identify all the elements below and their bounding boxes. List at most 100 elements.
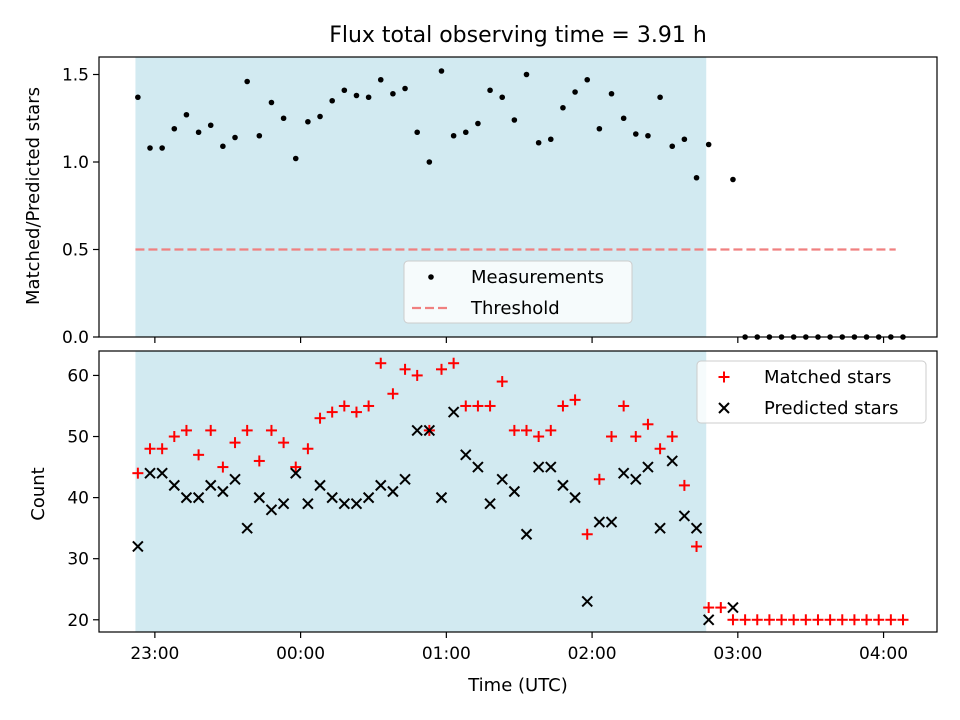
x-b [253, 491, 266, 504]
x-b [399, 473, 411, 485]
data-point [511, 117, 518, 123]
data-point [885, 614, 897, 626]
data-point [193, 449, 205, 461]
y-tick-label: 20 [67, 611, 89, 631]
data-point [800, 614, 812, 626]
data-point [450, 132, 457, 139]
data-point [256, 132, 263, 139]
axes-frame-ratio [98, 56, 938, 338]
data-point [715, 602, 727, 614]
data-point [241, 424, 253, 436]
data-point [581, 528, 593, 540]
data-point [207, 122, 214, 129]
data-point [277, 498, 290, 510]
data-point [426, 159, 433, 165]
data-point [168, 479, 181, 492]
x-b [326, 491, 338, 504]
data-point [314, 479, 326, 492]
x-b [496, 473, 508, 485]
data-point [460, 400, 472, 412]
x-b [630, 473, 642, 485]
data-point [241, 522, 253, 534]
data-point [690, 522, 703, 534]
y-tick-label: 0.5 [62, 241, 89, 261]
data-point [314, 412, 326, 424]
data-point [375, 357, 387, 369]
x-b [290, 467, 302, 479]
data-point [448, 357, 460, 369]
data-point [438, 68, 445, 74]
data-point [730, 176, 736, 183]
data-point [508, 485, 521, 498]
x-b [654, 522, 666, 534]
legend-label: Predicted stars [764, 398, 898, 419]
x-b [180, 491, 193, 504]
data-point [642, 418, 654, 430]
data-point [617, 467, 630, 479]
data-point [132, 540, 144, 553]
data-point [812, 614, 824, 626]
data-point [144, 467, 156, 479]
x-b [277, 498, 290, 510]
legend-label: Measurements [471, 267, 604, 288]
panel-counts: 20 30 40 50 60 23:00 00:00 01:00 02:00 03:00 04:00… [67, 350, 938, 664]
x-b [205, 479, 217, 492]
data-point [776, 614, 788, 626]
data-point [521, 424, 533, 436]
data-point [848, 614, 860, 626]
data-point [751, 614, 763, 626]
data-point [411, 369, 423, 381]
x-b [350, 498, 363, 510]
data-point [265, 424, 277, 436]
data-point [678, 510, 691, 522]
data-point [593, 473, 605, 485]
data-point [192, 491, 205, 504]
x-b [168, 479, 181, 492]
data-point [229, 437, 241, 449]
x-b [569, 491, 581, 504]
x-tick-label: 23:00 [130, 644, 179, 664]
x-b [241, 522, 253, 534]
data-point [278, 437, 290, 449]
x-b [702, 614, 715, 626]
x-b [447, 406, 460, 418]
x-b [132, 540, 144, 553]
x-axis-label: Time (UTC) [467, 675, 568, 696]
data-point [435, 491, 448, 504]
data-point [535, 139, 542, 146]
data-point [581, 595, 593, 608]
y-tick-label: 30 [67, 550, 89, 570]
data-point [703, 602, 715, 614]
data-point [605, 516, 618, 528]
data-point [681, 136, 688, 143]
x-b [642, 461, 654, 473]
y-tick-label: 1.5 [62, 66, 89, 86]
data-point [557, 400, 569, 412]
data-point [584, 76, 591, 83]
data-point [244, 78, 250, 85]
x-tick-label: 04:00 [859, 644, 908, 664]
x-tick-label: 00:00 [276, 644, 325, 664]
x-b [338, 498, 351, 510]
y-tick-label: 1.0 [62, 153, 89, 173]
data-point [280, 115, 287, 122]
data-point [387, 388, 399, 400]
data-point [606, 431, 618, 443]
data-point [217, 485, 229, 498]
data-point [499, 94, 506, 101]
data-point [305, 118, 311, 125]
x-b [678, 510, 691, 522]
x-b [581, 595, 593, 608]
data-point [399, 473, 411, 485]
data-point [572, 89, 578, 95]
data-point [608, 90, 615, 97]
data-point [693, 174, 700, 181]
legend-label: Threshold [470, 298, 560, 319]
x-b [229, 473, 241, 485]
data-point [144, 443, 156, 455]
x-b [508, 485, 521, 498]
y-tick-label: 0.0 [62, 328, 89, 348]
data-point [387, 485, 399, 498]
legend-box [403, 260, 633, 324]
